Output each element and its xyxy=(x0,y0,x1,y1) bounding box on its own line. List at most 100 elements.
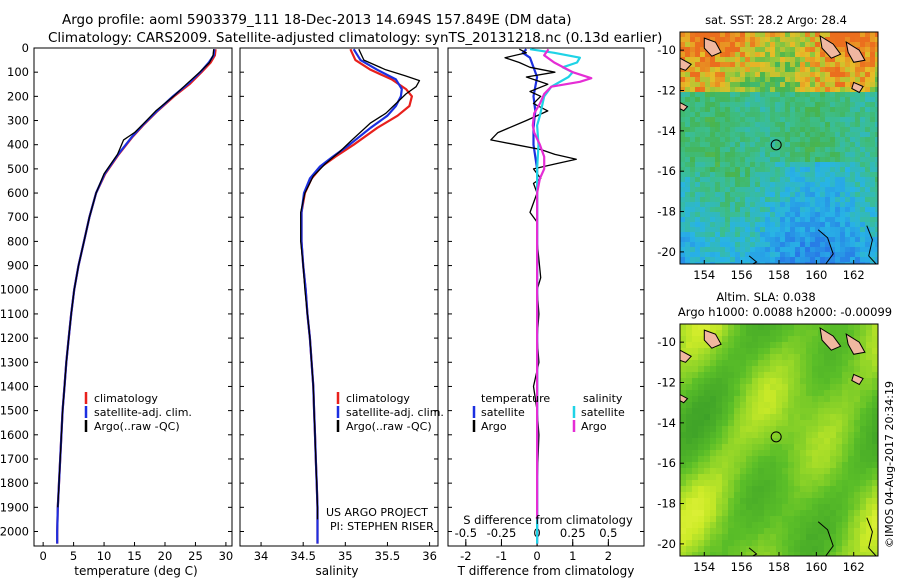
map-grid-cell xyxy=(854,510,861,517)
map-grid-cell xyxy=(830,438,837,445)
map-grid-cell xyxy=(770,32,776,38)
map-grid-cell xyxy=(745,197,751,203)
map-grid-cell xyxy=(818,384,825,391)
map-grid-cell xyxy=(715,147,721,153)
map-grid-cell xyxy=(850,227,856,233)
map-grid-cell xyxy=(715,252,721,258)
map-grid-cell xyxy=(715,177,721,183)
map-grid-cell xyxy=(842,360,849,367)
map-grid-cell xyxy=(825,122,831,128)
map-grid-cell xyxy=(875,167,878,173)
map-grid-cell xyxy=(710,112,716,118)
latitude-tick-label: -10 xyxy=(657,43,676,57)
map-grid-cell xyxy=(870,242,876,248)
map-grid-cell xyxy=(705,152,711,158)
map-grid-cell xyxy=(800,62,806,68)
map-grid-cell xyxy=(692,552,699,556)
map-grid-cell xyxy=(818,486,825,493)
map-grid-cell xyxy=(750,217,756,223)
map-grid-cell xyxy=(745,137,751,143)
map-grid-cell xyxy=(872,372,878,379)
map-grid-cell xyxy=(770,147,776,153)
map-grid-cell xyxy=(770,107,776,113)
difference-top-axis: -0.5 -0.25 0 0.25 0.5 xyxy=(455,526,618,546)
map-grid-cell xyxy=(825,242,831,248)
map-grid-cell xyxy=(730,157,736,163)
map-grid-cell xyxy=(850,242,856,248)
map-grid-cell xyxy=(730,87,736,93)
map-grid-cell xyxy=(730,217,736,223)
map-grid-cell xyxy=(835,102,841,108)
map-grid-cell xyxy=(750,52,756,58)
map-grid-cell xyxy=(730,162,736,168)
map-grid-cell xyxy=(824,396,831,403)
map-grid-cell xyxy=(836,498,843,505)
map-grid-cell xyxy=(764,384,771,391)
map-grid-cell xyxy=(805,117,811,123)
map-grid-cell xyxy=(722,414,729,421)
map-grid-cell xyxy=(780,137,786,143)
map-grid-cell xyxy=(690,67,696,73)
map-grid-cell xyxy=(875,202,878,208)
map-grid-cell xyxy=(805,202,811,208)
map-grid-cell xyxy=(782,510,789,517)
map-grid-cell xyxy=(845,77,851,83)
map-grid-cell xyxy=(698,396,705,403)
map-grid-cell xyxy=(680,217,686,223)
map-grid-cell xyxy=(750,47,756,53)
map-grid-cell xyxy=(865,212,871,218)
map-grid-cell xyxy=(728,474,735,481)
map-grid-cell xyxy=(836,540,843,547)
map-grid-cell xyxy=(848,408,855,415)
map-grid-cell xyxy=(775,237,781,243)
map-grid-cell xyxy=(750,187,756,193)
map-grid-cell xyxy=(866,486,873,493)
map-grid-cell xyxy=(734,474,741,481)
depth-tick-label: 200 xyxy=(7,89,29,103)
map-grid-cell xyxy=(705,52,711,58)
legend-t-argo-label: Argo xyxy=(481,420,507,433)
map-grid-cell xyxy=(715,222,721,228)
map-grid-cell xyxy=(800,432,807,439)
map-grid-cell xyxy=(730,257,736,263)
map-grid-cell xyxy=(680,77,686,83)
map-grid-cell xyxy=(740,486,747,493)
map-grid-cell xyxy=(698,336,705,343)
map-grid-cell xyxy=(875,187,878,193)
map-grid-cell xyxy=(830,172,836,178)
map-grid-cell xyxy=(860,92,866,98)
island-shape xyxy=(680,102,689,112)
map-grid-cell xyxy=(704,366,711,373)
map-grid-cell xyxy=(825,232,831,238)
map-grid-cell xyxy=(840,247,846,253)
map-grid-cell xyxy=(710,354,717,361)
map-grid-cell xyxy=(860,474,867,481)
map-grid-cell xyxy=(848,492,855,499)
map-grid-cell xyxy=(692,426,699,433)
map-grid-cell xyxy=(704,468,711,475)
map-grid-cell xyxy=(692,378,699,385)
map-grid-cell xyxy=(790,152,796,158)
map-grid-cell xyxy=(788,456,795,463)
map-grid-cell xyxy=(870,32,876,38)
map-grid-cell xyxy=(866,408,873,415)
map-grid-cell xyxy=(725,82,731,88)
map-grid-cell xyxy=(690,57,696,63)
map-grid-cell xyxy=(854,474,861,481)
map-grid-cell xyxy=(698,504,705,511)
map-grid-cell xyxy=(800,384,807,391)
map-grid-cell xyxy=(695,152,701,158)
map-grid-cell xyxy=(710,474,717,481)
map-grid-cell xyxy=(800,72,806,78)
sla-map: Altim. SLA: 0.038 Argo h1000: 0.0088 h20… xyxy=(657,290,892,574)
map-grid-cell xyxy=(815,97,821,103)
map-grid-cell xyxy=(875,112,878,118)
map-grid-cell xyxy=(686,426,693,433)
map-grid-cell xyxy=(790,177,796,183)
map-grid-cell xyxy=(840,257,846,263)
map-grid-cell xyxy=(870,217,876,223)
map-grid-cell xyxy=(806,420,813,427)
map-grid-cell xyxy=(680,474,687,481)
map-grid-cell xyxy=(818,480,825,487)
map-grid-cell xyxy=(715,57,721,63)
